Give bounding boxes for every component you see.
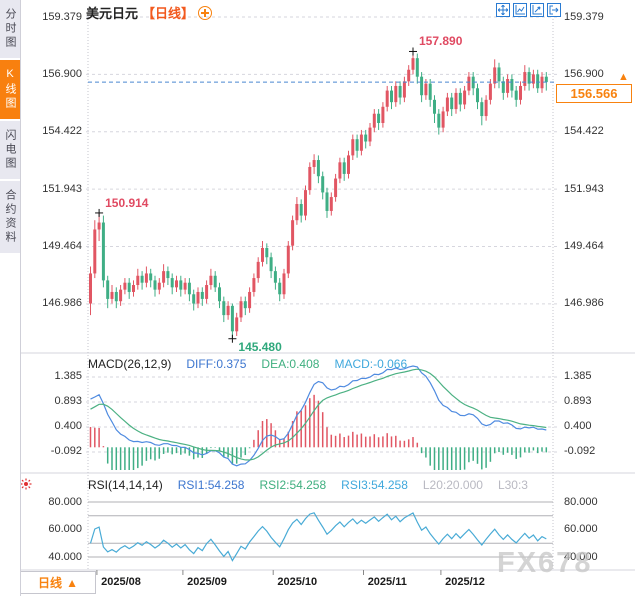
low-annotation-september: 145.480: [238, 339, 282, 354]
macd-header: MACD(26,12,9) DIFF:0.375 DEA:0.408 MACD:…: [88, 357, 407, 371]
chart-toolbar: [496, 3, 561, 17]
fx678-watermark: FX678: [497, 547, 593, 579]
axis-pointer-icon[interactable]: [530, 3, 544, 17]
rsi-name: RSI(14,14,14): [88, 478, 163, 492]
macd-diff-value: DIFF:0.375: [186, 357, 247, 371]
price-axis-label: 149.464: [42, 240, 82, 252]
rsi2-value: RSI2:54.258: [259, 478, 327, 492]
chart-type-sidebar: 分时图 K线图 闪电图 合约资料: [0, 0, 21, 596]
date-label: 2025/10: [277, 576, 318, 588]
date-label: 2025/09: [187, 576, 227, 588]
rsi-axis-label: 60.000: [48, 523, 82, 535]
date-label: 2025/08: [101, 576, 141, 588]
rsi-l20-value: L20:20.000: [422, 478, 483, 492]
price-axis-label: 149.464: [564, 240, 604, 252]
price-up-arrow-icon: ▲: [618, 71, 629, 83]
date-label: 2025/12: [445, 576, 485, 588]
period-selector-label: 日线: [38, 576, 63, 590]
rsi-axis-label: 80.000: [48, 495, 82, 508]
date-axis: 2025/08 2025/09 2025/10 2025/11 2025/12: [0, 574, 635, 594]
date-label: 2025/11: [367, 576, 407, 588]
period-selector-arrow-icon: ▲: [66, 575, 78, 590]
period-selector[interactable]: 日线 ▲: [20, 571, 96, 594]
price-axis-label: 151.943: [42, 182, 82, 195]
symbol-name: 美元日元: [86, 6, 139, 21]
price-axis-label: 159.379: [42, 10, 82, 23]
sidebar-tab-contract-info[interactable]: 合约资料: [0, 181, 20, 253]
price-axis-label: 151.943: [564, 182, 604, 195]
sidebar-tab-time-chart[interactable]: 分时图: [0, 0, 20, 58]
high-annotation-november: 157.890: [419, 34, 463, 49]
add-indicator-icon[interactable]: [198, 5, 213, 20]
indicator-settings-icon[interactable]: [20, 477, 32, 495]
rsi-axis-label: 80.000: [564, 495, 598, 508]
rsi-axis-label: 40.000: [564, 550, 598, 563]
price-axis-label: 154.422: [42, 125, 82, 138]
rsi-header: RSI(14,14,14) RSI1:54.258 RSI2:54.258 RS…: [88, 478, 528, 492]
macd-axis-label: -0.092: [564, 445, 596, 458]
macd-axis-label: 1.385: [54, 370, 82, 383]
price-axis-label: 156.900: [42, 67, 82, 80]
last-price-badge: 156.566: [556, 84, 632, 103]
macd-axis-label: 0.893: [54, 395, 82, 408]
high-annotation-august: 150.914: [105, 195, 149, 210]
sidebar-tab-flash-chart[interactable]: 闪电图: [0, 121, 20, 179]
price-axis-label: 156.900: [564, 67, 604, 80]
macd-name: MACD(26,12,9): [88, 357, 172, 371]
rsi-l30-value: L30:3: [497, 478, 528, 492]
sidebar-tab-candle-chart[interactable]: K线图: [0, 60, 20, 119]
rsi1-value: RSI1:54.258: [177, 478, 245, 492]
macd-axis-label: 0.893: [564, 395, 592, 408]
macd-dea-value: DEA:0.408: [261, 357, 320, 371]
price-axis-label: 146.986: [42, 297, 82, 310]
price-axis-label: 154.422: [564, 125, 604, 138]
macd-axis-label: 0.400: [54, 420, 82, 433]
macd-axis-label: 1.385: [564, 370, 592, 383]
price-axis-label: 146.986: [564, 297, 604, 310]
pan-crosshair-icon[interactable]: [496, 3, 510, 17]
rsi-axis-label: 40.000: [48, 550, 82, 563]
rsi-axis-label: 60.000: [564, 523, 598, 535]
rsi3-value: RSI3:54.258: [341, 478, 408, 492]
export-window-icon[interactable]: [547, 3, 561, 17]
macd-axis-label: 0.400: [564, 420, 592, 433]
right-price-axis: 159.379 156.900 154.422 151.943 149.464 146.9…: [564, 0, 634, 596]
left-price-axis: 159.379 156.900 154.422 151.943 149.464 146.9…: [20, 0, 84, 596]
macd-hist-value: MACD:-0.066: [334, 357, 408, 371]
axis-scale-icon[interactable]: [513, 3, 527, 17]
period-label: 【日线】: [142, 6, 195, 21]
price-axis-label: 159.379: [564, 10, 604, 23]
macd-axis-label: -0.092: [50, 445, 82, 458]
chart-title: 美元日元 【日线】: [86, 3, 213, 22]
